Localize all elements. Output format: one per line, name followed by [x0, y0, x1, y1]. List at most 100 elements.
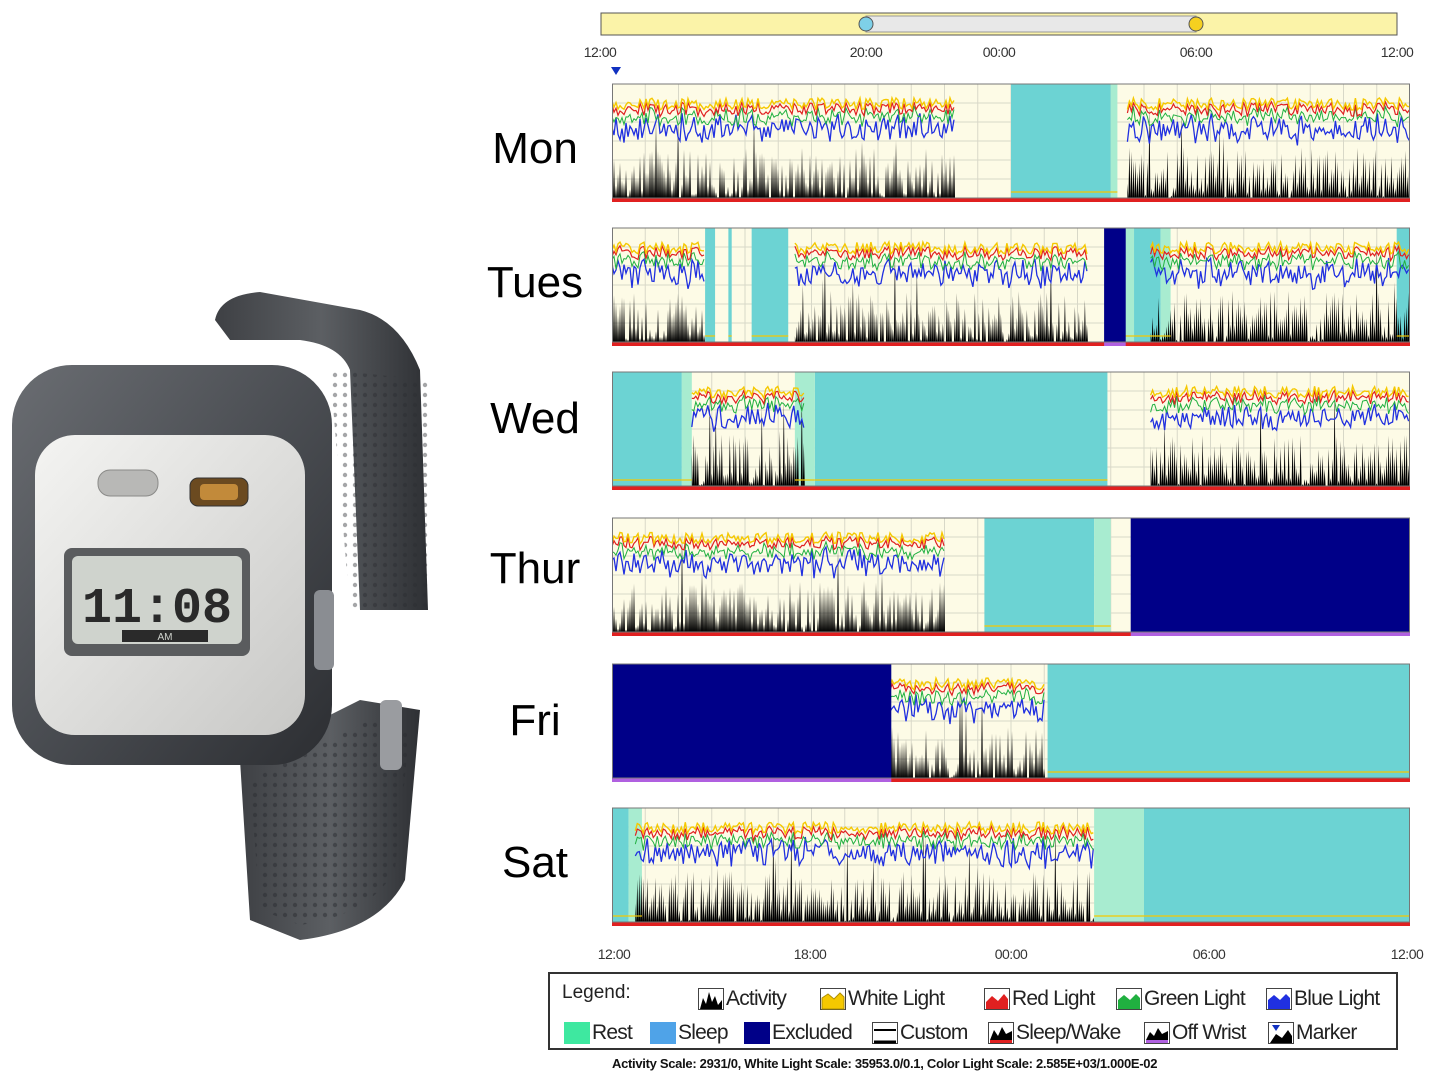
- rest-swatch: [564, 1022, 590, 1044]
- legend-label: Sleep/Wake: [1016, 1021, 1121, 1044]
- blue-light-trace: [1150, 256, 1410, 291]
- rest-light-interval: [1094, 808, 1144, 922]
- rest-light-interval: [1110, 84, 1118, 198]
- top-tick: 12:00: [583, 44, 617, 60]
- rest-light-interval: [1094, 518, 1111, 632]
- time-range-slider[interactable]: [600, 12, 1398, 36]
- legend-label: Excluded: [772, 1021, 853, 1044]
- blue-light-trace: [887, 694, 1045, 725]
- legend-item-custom: Custom: [872, 1020, 968, 1046]
- legend-label: Green Light: [1144, 987, 1246, 1010]
- red-light-trace: [612, 243, 705, 261]
- red-light-icon: [984, 988, 1010, 1010]
- rest-interval: [612, 372, 682, 486]
- panel-border: [612, 517, 1410, 633]
- bottom-tick: 12:00: [597, 946, 631, 962]
- legend-label: Red Light: [1012, 987, 1096, 1010]
- red-light-trace: [1150, 388, 1409, 407]
- rest-interval: [1011, 84, 1111, 198]
- legend-title: Legend:: [562, 982, 631, 1003]
- top-tick: 12:00: [1380, 44, 1414, 60]
- day-panel-fri: [612, 663, 1410, 782]
- excluded-interval: [1104, 228, 1126, 342]
- legend-item-sleep: Sleep: [650, 1020, 729, 1046]
- green-light-trace: [887, 687, 1045, 707]
- green-light-trace: [1150, 250, 1410, 272]
- activity-trace: [1150, 386, 1410, 486]
- legend-label: Rest: [592, 1021, 633, 1044]
- legend-item-green-light: Green Light: [1116, 986, 1246, 1012]
- panel-border: [612, 663, 1410, 779]
- legend-item-sleep-wake: Sleep/Wake: [988, 1020, 1121, 1046]
- activity-trace: [612, 531, 945, 632]
- day-label-fri: Fri: [509, 696, 561, 745]
- sleep-wake-strip: [612, 198, 1410, 202]
- sleep-wake-strip: [612, 486, 1410, 490]
- blue-light-trace: [612, 257, 705, 289]
- day-panel-thur: [612, 517, 1410, 636]
- day-panel-sat: [612, 807, 1410, 926]
- legend-item-blue-light: Blue Light: [1266, 986, 1380, 1012]
- rest-light-interval: [628, 808, 642, 922]
- red-light-trace: [794, 244, 1088, 262]
- white-light-trace: [1149, 383, 1409, 401]
- off-wrist-strip: [1130, 632, 1410, 636]
- legend-label: Blue Light: [1294, 987, 1380, 1010]
- day-label-tues: Tues: [486, 258, 584, 307]
- legend-label: Marker: [1296, 1021, 1357, 1044]
- rest-interval: [751, 228, 789, 342]
- red-light-trace: [612, 99, 955, 119]
- red-light-trace: [634, 824, 1094, 843]
- rest-interval: [728, 228, 732, 342]
- marker-legend-icon: [1268, 1022, 1294, 1044]
- legend-item-rest: Rest: [564, 1020, 633, 1046]
- white-light-trace: [1149, 239, 1410, 256]
- blue-light-trace: [794, 257, 1088, 289]
- green-light-trace: [612, 104, 955, 128]
- sleep-wake-icon: [988, 1022, 1014, 1044]
- red-light-trace: [1126, 99, 1410, 119]
- top-tick: 20:00: [849, 44, 883, 60]
- excluded-interval: [612, 664, 892, 778]
- activity-trace: [794, 249, 1088, 342]
- sleep-swatch: [650, 1022, 676, 1044]
- legend-item-excluded: Excluded: [744, 1020, 853, 1046]
- excluded-interval: [1130, 518, 1410, 632]
- rest-interval: [1047, 664, 1410, 778]
- rest-light-interval: [1160, 228, 1171, 342]
- off-wrist-strip: [612, 778, 892, 782]
- white-light-trace: [887, 675, 1045, 693]
- rest-interval: [1144, 808, 1410, 922]
- rest-interval: [814, 372, 1108, 486]
- legend-label: Sleep: [678, 1021, 729, 1044]
- red-light-trace: [1150, 243, 1410, 263]
- bottom-tick: 18:00: [793, 946, 827, 962]
- rest-interval: [705, 228, 716, 342]
- panel-border: [612, 371, 1410, 487]
- activity-trace: [612, 103, 955, 198]
- white-light-trace: [612, 240, 705, 257]
- green-light-icon: [1116, 988, 1142, 1010]
- watch-time-display: 11:08: [82, 581, 232, 638]
- top-tick: 00:00: [982, 44, 1016, 60]
- activity-trace: [887, 687, 1045, 778]
- white-light-trace: [634, 819, 1094, 837]
- rest-light-interval: [681, 372, 692, 486]
- legend-item-marker: Marker: [1268, 1020, 1357, 1046]
- activity-trace: [635, 819, 1095, 922]
- legend-item-activity: Activity: [698, 986, 787, 1012]
- actigraphy-watch-image: 11:08 AM: [12, 292, 428, 940]
- activity-icon: [698, 988, 724, 1010]
- scale-note: Activity Scale: 2931/0, White Light Scal…: [612, 1056, 1158, 1071]
- white-light-trace: [794, 239, 1088, 257]
- legend-label: Off Wrist: [1172, 1021, 1246, 1044]
- sunrise-handle-icon: [1188, 16, 1204, 32]
- legend-label: White Light: [848, 987, 945, 1010]
- legend-item-white-light: White Light: [820, 986, 945, 1012]
- green-light-trace: [634, 830, 1094, 851]
- green-light-trace: [612, 540, 945, 563]
- sunset-handle-icon: [858, 16, 874, 32]
- legend-item-off-wrist: Off Wrist: [1144, 1020, 1246, 1046]
- blue-light-trace: [612, 113, 955, 144]
- off-wrist-icon: [1144, 1022, 1170, 1044]
